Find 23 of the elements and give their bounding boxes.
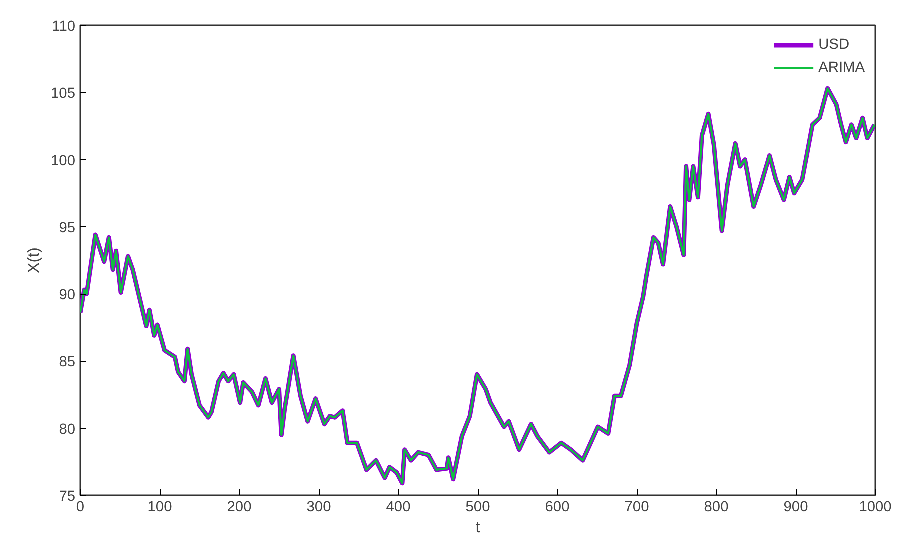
x-tick-label: 200: [227, 500, 252, 516]
y-tick-label: 85: [59, 354, 76, 371]
y-tick-label: 80: [59, 422, 76, 438]
x-tick-label: 500: [466, 500, 490, 516]
y-tick-label: 100: [51, 153, 76, 170]
x-tick-label: 300: [306, 500, 332, 516]
x-tick-label: 900: [784, 500, 808, 516]
x-tick-label: 800: [704, 500, 729, 516]
x-tick-label: 1000: [859, 500, 892, 516]
legend-label: USD: [818, 37, 850, 53]
x-tick-label: 100: [148, 500, 172, 516]
y-tick-label: 105: [51, 86, 76, 102]
y-tick-label: 95: [59, 220, 76, 236]
x-tick-label: 0: [76, 500, 85, 516]
y-tick-label: 110: [52, 19, 76, 35]
y-tick-label: 90: [59, 288, 76, 304]
x-tick-label: 600: [545, 500, 570, 516]
x-tick-label: 700: [624, 500, 650, 516]
legend-label: ARIMA: [818, 60, 865, 76]
y-tick-label: 75: [59, 489, 76, 505]
y-axis-title: X(t): [26, 248, 44, 274]
x-tick-label: 400: [386, 500, 411, 516]
x-axis-title: t: [476, 520, 481, 536]
